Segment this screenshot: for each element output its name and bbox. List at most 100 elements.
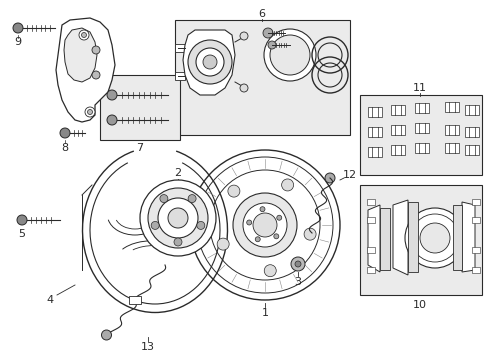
Bar <box>464 145 478 155</box>
Circle shape <box>102 330 111 340</box>
Bar <box>414 143 428 153</box>
Circle shape <box>404 208 464 268</box>
Bar <box>175 72 184 80</box>
Bar <box>366 217 374 223</box>
Circle shape <box>60 128 70 138</box>
Circle shape <box>158 198 198 238</box>
Bar <box>471 247 479 253</box>
Bar <box>100 75 180 140</box>
Circle shape <box>290 257 305 271</box>
Circle shape <box>188 195 196 203</box>
Bar <box>471 217 479 223</box>
Circle shape <box>196 48 224 76</box>
Circle shape <box>255 237 260 242</box>
Circle shape <box>197 221 204 229</box>
Polygon shape <box>367 205 379 272</box>
Circle shape <box>217 238 229 250</box>
Bar <box>359 185 481 295</box>
Bar <box>366 267 374 273</box>
Circle shape <box>17 215 27 225</box>
Bar <box>175 20 349 135</box>
Text: 3: 3 <box>294 277 301 287</box>
Circle shape <box>419 223 449 253</box>
Circle shape <box>79 30 89 40</box>
Circle shape <box>240 32 247 40</box>
Circle shape <box>92 46 100 54</box>
Bar <box>464 105 478 115</box>
Text: 7: 7 <box>136 143 143 153</box>
Circle shape <box>92 71 100 79</box>
Polygon shape <box>461 202 474 272</box>
Circle shape <box>267 41 275 49</box>
Circle shape <box>168 208 187 228</box>
Circle shape <box>107 90 117 100</box>
Text: 13: 13 <box>141 342 155 352</box>
Text: 2: 2 <box>174 168 181 178</box>
Circle shape <box>264 265 276 277</box>
Circle shape <box>252 213 276 237</box>
Circle shape <box>232 193 296 257</box>
Bar <box>366 199 374 205</box>
Circle shape <box>264 29 315 81</box>
Circle shape <box>190 150 339 300</box>
Bar <box>444 143 458 153</box>
Polygon shape <box>379 208 389 270</box>
Polygon shape <box>392 200 407 275</box>
Polygon shape <box>64 28 97 82</box>
Circle shape <box>85 107 95 117</box>
Circle shape <box>273 234 278 239</box>
Text: 1: 1 <box>261 308 268 318</box>
Circle shape <box>81 32 86 37</box>
Bar <box>367 127 381 137</box>
Text: 12: 12 <box>342 170 356 180</box>
Circle shape <box>203 55 217 69</box>
Bar <box>414 123 428 133</box>
Circle shape <box>227 185 240 197</box>
Circle shape <box>160 195 167 203</box>
Polygon shape <box>452 205 461 270</box>
Bar <box>175 44 184 52</box>
Polygon shape <box>183 30 235 95</box>
Circle shape <box>281 179 293 191</box>
Text: 10: 10 <box>412 300 426 310</box>
Bar <box>464 127 478 137</box>
Text: 11: 11 <box>412 83 426 93</box>
Text: 9: 9 <box>15 37 21 47</box>
Circle shape <box>240 84 247 92</box>
Circle shape <box>107 115 117 125</box>
Circle shape <box>263 28 272 38</box>
Circle shape <box>294 261 301 267</box>
Bar <box>366 247 374 253</box>
Text: 4: 4 <box>46 295 54 305</box>
Bar <box>359 95 481 175</box>
Circle shape <box>269 35 309 75</box>
Bar <box>471 199 479 205</box>
Polygon shape <box>407 202 417 272</box>
Circle shape <box>276 215 281 220</box>
Circle shape <box>246 220 251 225</box>
Circle shape <box>140 180 216 256</box>
Circle shape <box>13 23 23 33</box>
Bar <box>367 147 381 157</box>
Bar <box>390 125 404 135</box>
Circle shape <box>187 40 231 84</box>
Bar <box>414 103 428 113</box>
Polygon shape <box>56 18 115 122</box>
Bar <box>390 145 404 155</box>
Bar <box>471 267 479 273</box>
Bar <box>444 125 458 135</box>
Circle shape <box>148 188 207 248</box>
Circle shape <box>325 173 334 183</box>
Circle shape <box>304 228 315 240</box>
Text: 5: 5 <box>19 229 25 239</box>
Text: 8: 8 <box>61 143 68 153</box>
Bar <box>444 102 458 112</box>
Circle shape <box>260 207 264 212</box>
Circle shape <box>243 203 286 247</box>
Bar <box>390 105 404 115</box>
Circle shape <box>151 221 159 229</box>
Circle shape <box>174 238 182 246</box>
Text: 6: 6 <box>258 9 265 19</box>
Bar <box>129 296 141 305</box>
Bar <box>367 107 381 117</box>
